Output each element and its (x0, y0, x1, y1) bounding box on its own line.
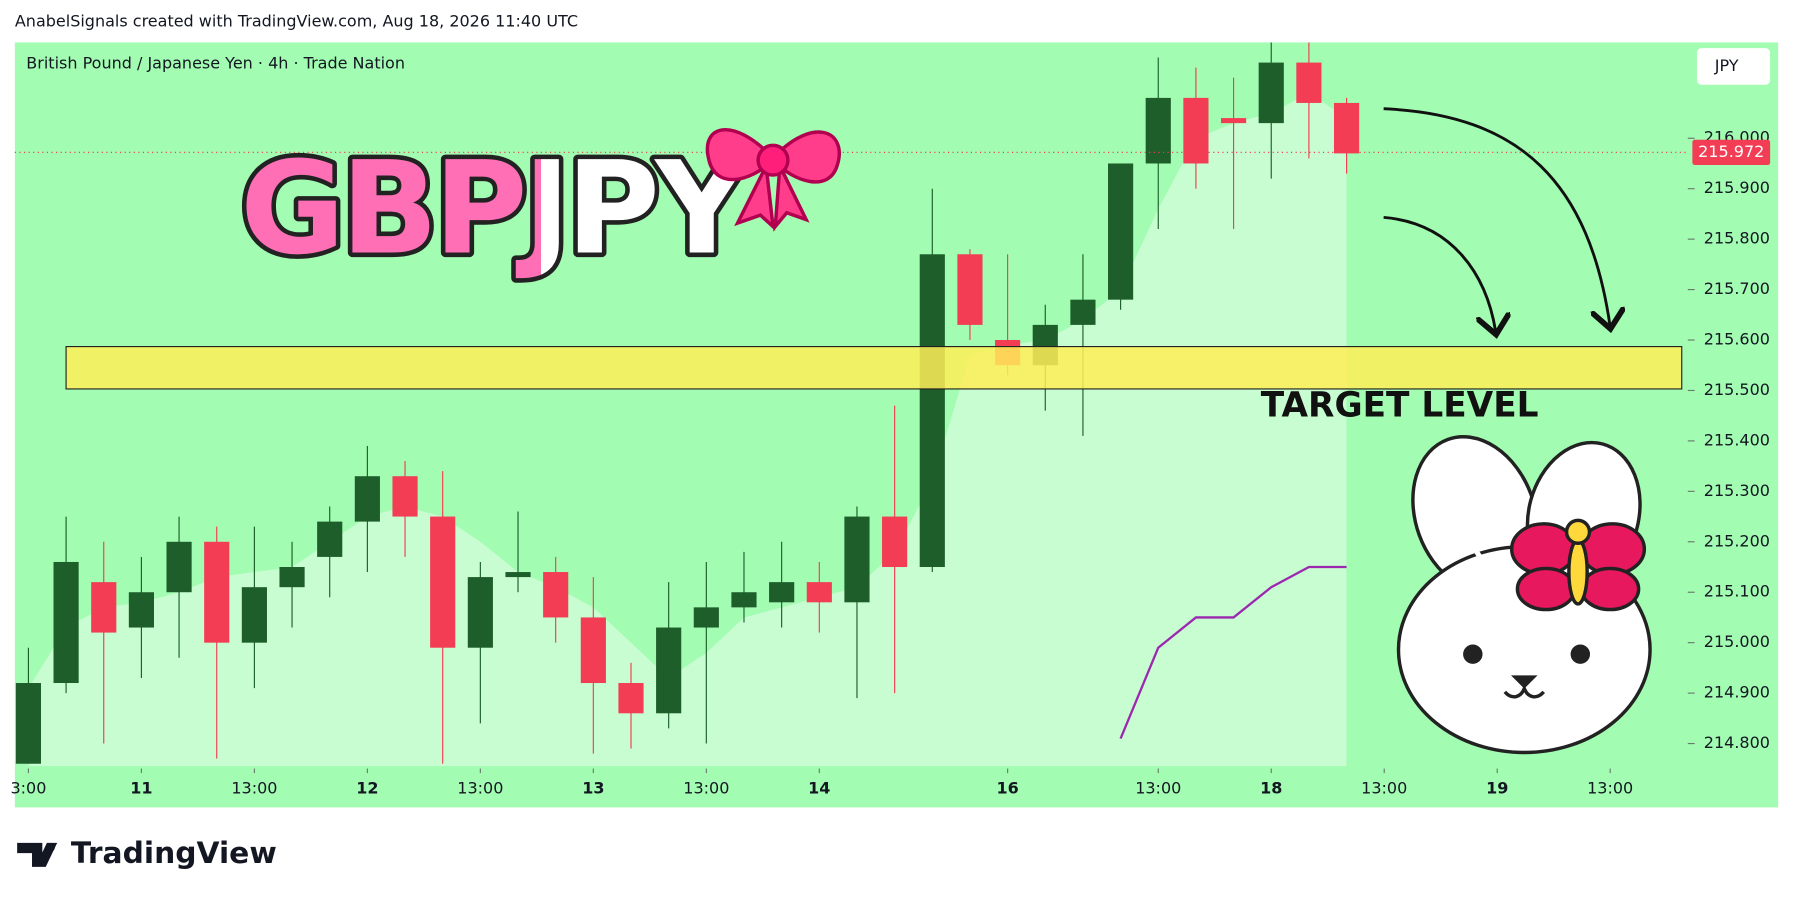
y-tick-label: 215.400 (1704, 430, 1770, 449)
candle-body (354, 476, 380, 522)
candle-body (392, 476, 418, 517)
candle-body (844, 516, 870, 603)
candle-body (1258, 62, 1284, 124)
y-tick-label: 215.300 (1704, 481, 1770, 500)
candle-body (317, 521, 343, 557)
legend: British Pound / Japanese Yen · 4h · Trad… (26, 54, 405, 73)
x-tick-label: 13:00 (457, 779, 503, 798)
candle-body (693, 607, 719, 628)
candle-body (731, 592, 757, 608)
last-price-label: 215.972 (1698, 142, 1764, 161)
candle-body (1108, 163, 1134, 300)
x-tick-label: 13:00 (683, 779, 729, 798)
candle-body (580, 617, 606, 684)
chart-title: GBPJPY (240, 135, 749, 284)
x-tick-label: 13 (582, 779, 604, 798)
y-tick-label: 215.800 (1704, 229, 1770, 248)
tradingview-logo (17, 842, 58, 867)
x-tick-label: 19 (1486, 779, 1508, 798)
candle-body (204, 541, 230, 643)
shaded-area (28, 92, 1347, 767)
candle-body (241, 587, 267, 643)
bow-decoration (705, 128, 841, 232)
candle-body (957, 254, 983, 325)
candle-body (1145, 97, 1171, 164)
x-tick-label: 12 (356, 779, 378, 798)
candle-body (1183, 97, 1209, 164)
y-tick-label: 215.900 (1704, 178, 1770, 197)
candle-body (656, 627, 682, 714)
x-tick-label: 3:00 (10, 779, 46, 798)
y-tick-label: 215.700 (1704, 279, 1770, 298)
candle-body (919, 254, 945, 568)
y-tick-label: 215.600 (1704, 330, 1770, 349)
candle-body (53, 561, 79, 684)
x-tick-label: 18 (1260, 779, 1282, 798)
candle-body (882, 516, 908, 568)
footer-brand: TradingView (71, 836, 277, 871)
x-tick-label: 11 (130, 779, 152, 798)
y-tick-label: 214.800 (1704, 733, 1770, 752)
header: AnabelSignals created with TradingView.c… (15, 11, 578, 30)
last-price-badge (1692, 139, 1771, 165)
candle-body (1333, 102, 1360, 154)
y-tick-label: 215.500 (1704, 380, 1770, 399)
x-tick-label: 16 (996, 779, 1018, 798)
x-tick-label: 13:00 (1587, 779, 1633, 798)
x-tick-label: 13:00 (231, 779, 277, 798)
plot-area: 214.800 214.900 215.000 215.100 215.200 215.3… (10, 42, 1779, 808)
indicator-line (1119, 565, 1347, 739)
y-tick-label: 215.000 (1704, 632, 1770, 651)
currency-badge[interactable] (1696, 48, 1771, 85)
annotation: TARGET LEVEL (1261, 386, 1539, 426)
candle-body (166, 541, 192, 593)
candle-body (467, 577, 493, 648)
target-zone (65, 346, 1683, 390)
candle-body (91, 582, 117, 633)
candle-body (505, 572, 531, 578)
arrows (1383, 107, 1610, 332)
candle-body (543, 572, 569, 618)
x-tick-label: 13:00 (1361, 779, 1407, 798)
candle-body (279, 567, 305, 588)
candle-body (1070, 299, 1096, 325)
bunny-decoration (1396, 435, 1652, 755)
candle-body (618, 683, 644, 714)
candle-body (128, 592, 154, 628)
candle-body (15, 683, 42, 764)
x-tick-label: 13:00 (1135, 779, 1181, 798)
candle-body (1296, 62, 1322, 103)
y-tick-label: 215.200 (1704, 531, 1770, 550)
y-tick-label: 215.100 (1704, 582, 1770, 601)
x-tick-label: 14 (808, 779, 830, 798)
candle-body (769, 582, 795, 603)
y-tick-label: 214.900 (1704, 683, 1770, 702)
candle-body (1220, 118, 1247, 124)
currency[interactable]: JPY (1714, 56, 1739, 75)
candle-body (806, 582, 832, 603)
candle-body (430, 516, 456, 648)
